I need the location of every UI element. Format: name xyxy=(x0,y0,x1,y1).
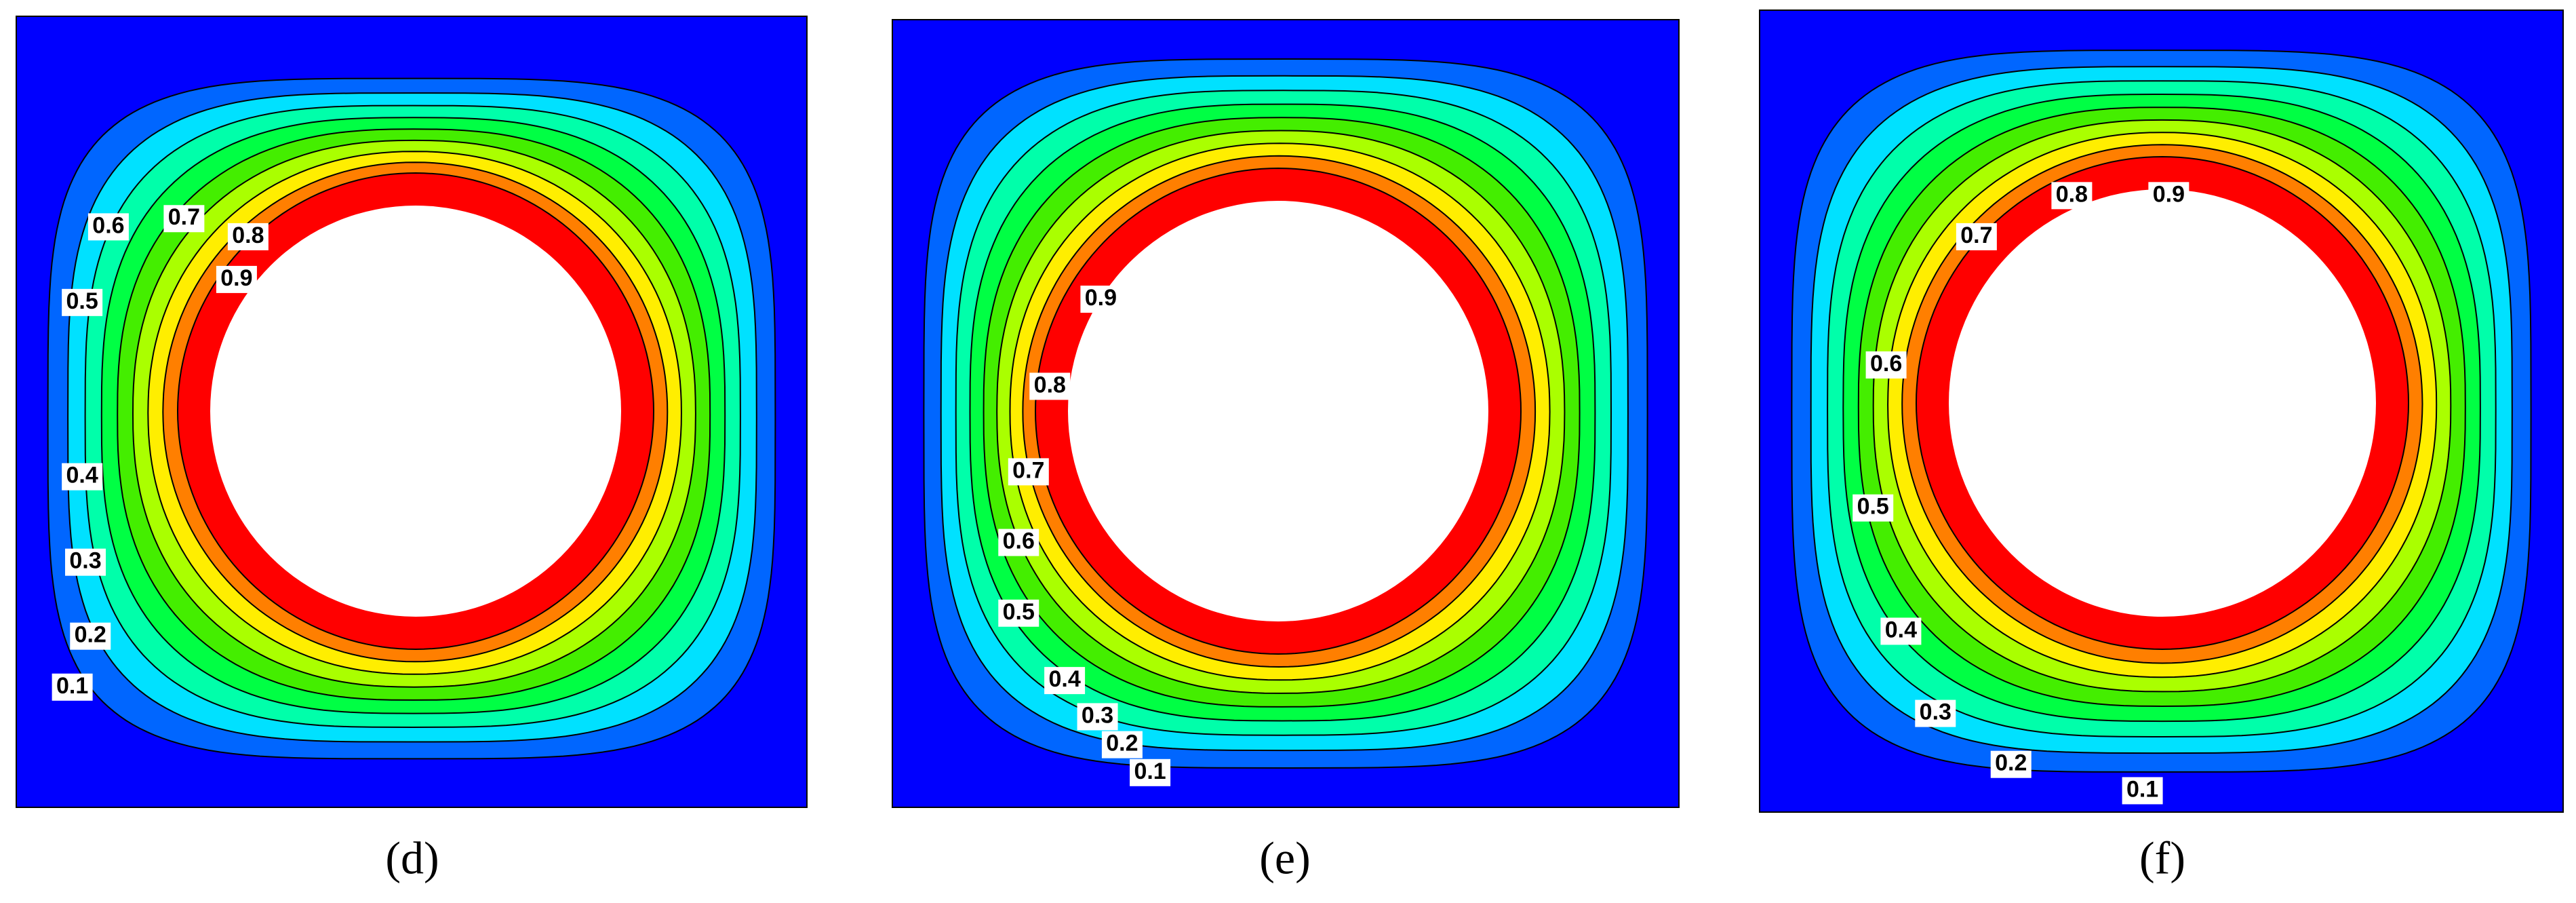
label-background xyxy=(2122,777,2163,805)
label-background xyxy=(1990,750,2032,778)
contour-label: 0.7 xyxy=(1012,457,1044,483)
contour-label: 0.5 xyxy=(66,288,98,314)
contour-label: 0.6 xyxy=(92,212,124,238)
contour-label: 0.9 xyxy=(1085,285,1117,311)
contour-label: 0.6 xyxy=(1870,351,1902,377)
contour-label: 0.3 xyxy=(1920,699,1951,725)
contour-label: 0.7 xyxy=(168,204,200,230)
panel-caption: (f) xyxy=(2139,832,2185,884)
label-background xyxy=(998,599,1039,627)
label-background xyxy=(87,213,129,241)
label-background xyxy=(1080,285,1122,313)
label-background xyxy=(1029,372,1071,400)
contour-panel: 0.10.2 0.30.4 0.5 0.6 0.7 0.8 0.9 xyxy=(892,19,1680,808)
label-background xyxy=(62,463,103,491)
cylinder xyxy=(1949,189,2376,617)
contour-label: 0.9 xyxy=(220,265,252,291)
label-background xyxy=(1044,667,1086,695)
contour-label: 0.4 xyxy=(1885,617,1917,642)
label-background xyxy=(163,205,205,233)
label-background xyxy=(52,673,93,701)
contour-label: 0.5 xyxy=(1003,599,1035,625)
contour-label: 0.8 xyxy=(2056,181,2088,207)
label-background xyxy=(1880,617,1922,645)
label-background xyxy=(1101,731,1143,758)
label-background xyxy=(2148,182,2189,210)
contour-label: 0.2 xyxy=(1995,750,2027,776)
label-background xyxy=(1130,758,1171,786)
contour-label: 0.1 xyxy=(56,673,88,699)
contour-label: 0.8 xyxy=(232,223,264,248)
cylinder xyxy=(210,206,621,617)
label-background xyxy=(1915,699,1956,727)
label-background xyxy=(70,622,111,650)
contour-label: 0.7 xyxy=(1960,223,1992,248)
label-background xyxy=(1077,703,1118,731)
contour-label: 0.1 xyxy=(2126,776,2158,802)
panel-caption: (e) xyxy=(1259,832,1310,884)
panel-caption: (d) xyxy=(385,832,439,884)
label-background xyxy=(1865,351,1907,379)
label-background xyxy=(216,265,257,293)
contour-label: 0.3 xyxy=(69,548,101,574)
contour-label: 0.5 xyxy=(1857,494,1889,520)
contour-label: 0.2 xyxy=(75,622,106,648)
contour-label: 0.8 xyxy=(1034,372,1066,398)
label-background xyxy=(62,288,103,316)
contour-panel: 0.1 0.2 0.3 0.4 0.5 0.6 0.7 0.8 0.9 xyxy=(16,16,808,808)
label-background xyxy=(998,529,1039,556)
label-background xyxy=(64,548,106,576)
contour-label: 0.6 xyxy=(1003,529,1035,554)
label-background xyxy=(2051,182,2093,210)
label-background xyxy=(1852,494,1894,522)
contour-label: 0.2 xyxy=(1106,731,1138,756)
contour-label: 0.4 xyxy=(66,463,98,488)
cylinder xyxy=(1068,201,1488,621)
contour-label: 0.1 xyxy=(1134,758,1166,784)
contour-panel: 0.1 0.2 0.3 0.4 0.5 0.6 0.7 0.8 0.9 xyxy=(1759,9,2564,813)
label-background xyxy=(227,223,269,250)
contour-label: 0.4 xyxy=(1048,666,1080,692)
label-background xyxy=(1956,223,1997,250)
label-background xyxy=(1008,458,1049,486)
contour-label: 0.3 xyxy=(1082,702,1113,728)
contour-label: 0.9 xyxy=(2153,181,2185,207)
